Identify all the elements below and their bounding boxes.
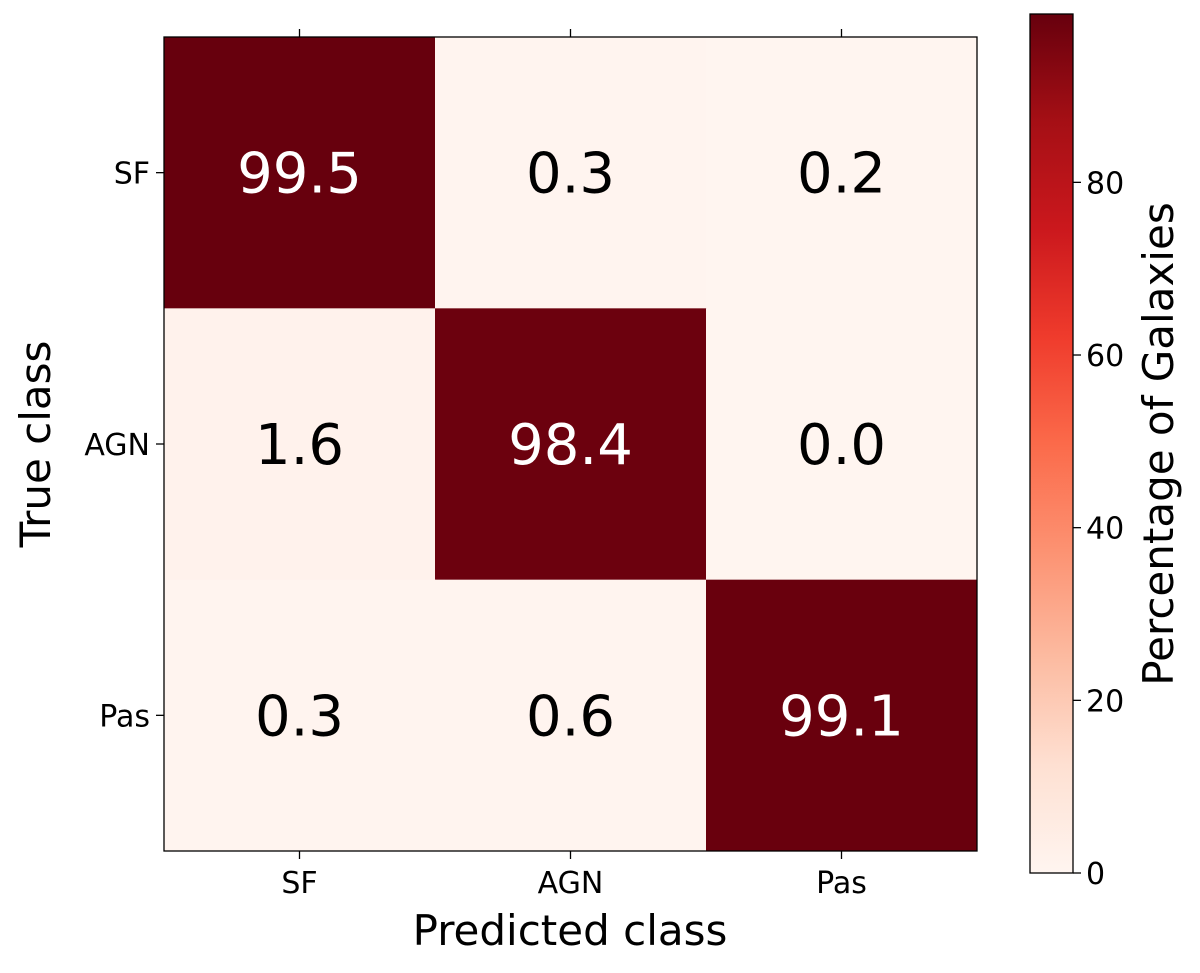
y-tick-label: AGN: [84, 428, 150, 463]
x-ticks: SF AGN Pas: [281, 29, 867, 901]
x-tick-label: Pas: [816, 866, 867, 901]
x-tick-label: AGN: [538, 866, 604, 901]
cell-value-label: 99.1: [779, 684, 904, 749]
heatmap-cell: [164, 308, 436, 581]
colorbar-tick-label: 80: [1086, 166, 1124, 201]
heatmap-cell: [706, 37, 978, 309]
colorbar-tick-label: 0: [1086, 857, 1105, 892]
colorbar-label: Percentage of Galaxies: [1134, 202, 1183, 685]
cell-value-label: 1.6: [255, 413, 344, 478]
cell-value-label: 98.4: [508, 413, 633, 478]
cell-value-label: 0.0: [797, 413, 886, 478]
colorbar: [1029, 13, 1074, 874]
heatmap-cell: [435, 308, 707, 581]
cell-value-label: 0.6: [526, 684, 615, 749]
heatmap-cell: [164, 579, 436, 852]
heatmap-cell: [164, 37, 436, 309]
cell-value-label: 99.5: [237, 142, 362, 207]
x-axis-label: Predicted class: [413, 906, 728, 955]
y-axis-label: True class: [11, 341, 60, 549]
colorbar-tick-label: 20: [1086, 684, 1124, 719]
y-ticks: SF AGN Pas: [84, 157, 164, 734]
colorbar-tick-label: 40: [1086, 512, 1124, 547]
heatmap-cell: [435, 37, 707, 309]
cell-value-label: 0.3: [526, 142, 615, 207]
cell-value-label: 0.3: [255, 684, 344, 749]
y-tick-label: Pas: [99, 699, 150, 734]
heatmap-cell: [706, 579, 978, 852]
colorbar-ticks: 0 20 40 60 80: [1073, 166, 1124, 892]
heatmap-cells: 99.5 0.3 0.2 1.6 98.4 0.0 0.3 0.6 99.1: [164, 37, 978, 852]
colorbar-tick-label: 60: [1086, 339, 1124, 374]
x-tick-label: SF: [281, 866, 317, 901]
heatmap-cell: [435, 579, 707, 852]
y-tick-label: SF: [114, 157, 150, 192]
heatmap-cell: [706, 308, 978, 581]
cell-value-label: 0.2: [797, 142, 886, 207]
